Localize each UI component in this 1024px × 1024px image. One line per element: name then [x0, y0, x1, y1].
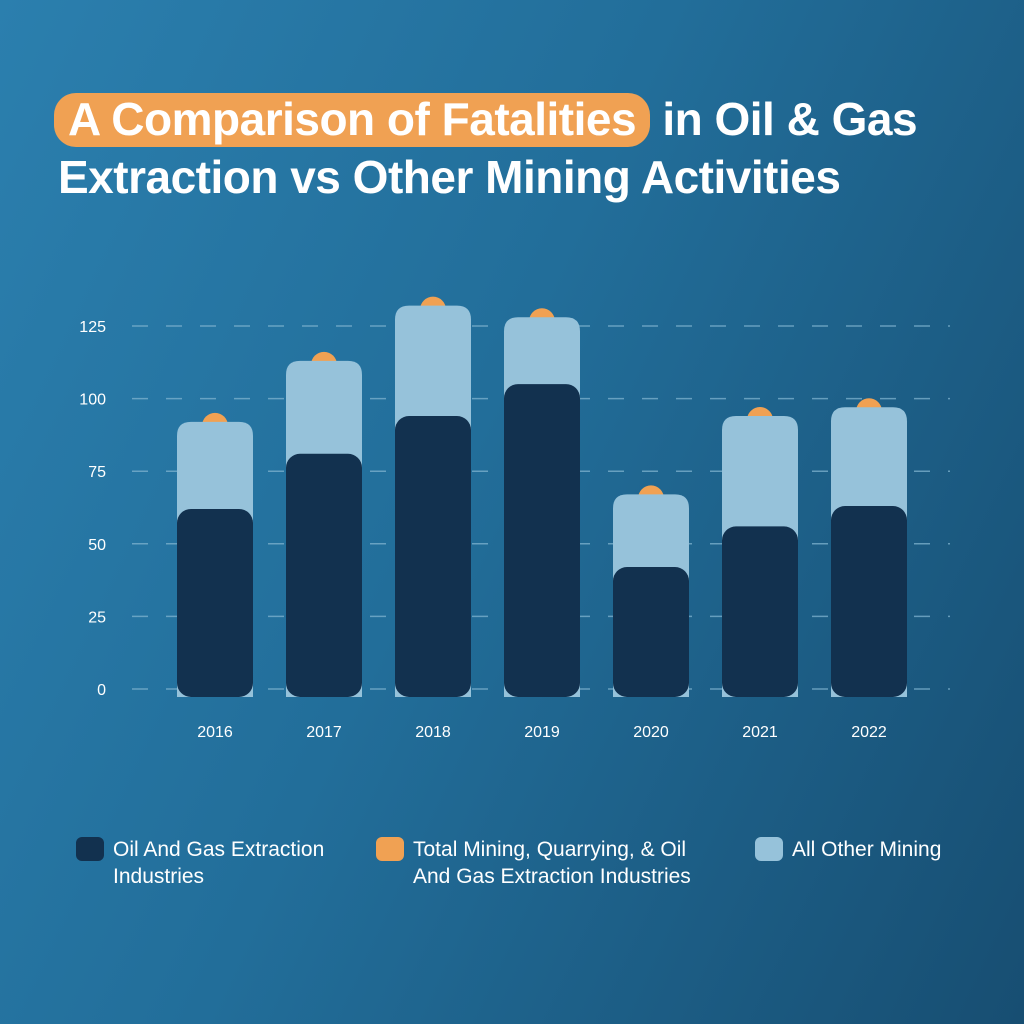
- legend-item-total: Total Mining, Quarrying, & Oil And Gas E…: [376, 836, 723, 890]
- x-tick-label: 2021: [742, 724, 778, 741]
- bar-oil-gas: [613, 567, 689, 697]
- y-tick-label: 125: [79, 319, 106, 336]
- legend-item-oil-gas: Oil And Gas Extraction Industries: [76, 836, 353, 890]
- legend-swatch-other-mining: [755, 837, 783, 861]
- x-tick-label: 2019: [524, 724, 560, 741]
- stacked-bar-chart: 0 25 50 75 100 125 2016 2017 2018 2019 2020 2021 202…: [79, 296, 950, 741]
- bar-oil-gas: [831, 506, 907, 697]
- y-tick-label: 0: [97, 682, 106, 699]
- legend-swatch-total: [376, 837, 404, 861]
- x-tick-label: 2022: [851, 724, 887, 741]
- y-tick-label: 75: [88, 464, 106, 481]
- legend-label-other-mining: All Other Mining: [792, 838, 942, 861]
- bar-oil-gas: [504, 384, 580, 697]
- x-tick-label: 2017: [306, 724, 342, 741]
- title-line2: Extraction vs Other Mining Activities: [58, 151, 841, 203]
- bar-oil-gas: [395, 416, 471, 697]
- bar-oil-gas: [286, 453, 362, 697]
- x-tick-label: 2018: [415, 724, 451, 741]
- title-highlight: A Comparison of Fatalities: [54, 93, 651, 147]
- x-tick-label: 2020: [633, 724, 669, 741]
- legend-label-oil-gas: Oil And Gas Extraction Industries: [113, 838, 325, 888]
- y-tick-label: 100: [79, 392, 106, 409]
- legend-swatch-oil-gas: [76, 837, 104, 861]
- x-tick-label: 2016: [197, 724, 233, 741]
- legend-label-total: Total Mining, Quarrying, & Oil And Gas E…: [413, 838, 691, 888]
- bar-oil-gas: [177, 508, 253, 697]
- y-tick-label: 25: [88, 609, 106, 626]
- title-line1-rest: in Oil & Gas: [650, 93, 918, 145]
- bar-oil-gas: [722, 526, 798, 697]
- chart-title: A Comparison of Fatalities in Oil & Gas …: [54, 90, 978, 206]
- y-tick-label: 50: [88, 537, 106, 554]
- legend-item-other-mining: All Other Mining: [755, 836, 972, 863]
